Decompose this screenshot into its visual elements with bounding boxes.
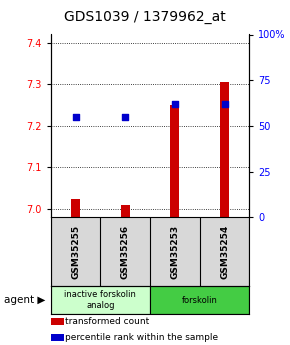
Bar xyxy=(71,199,80,217)
Bar xyxy=(150,286,249,314)
Text: GSM35254: GSM35254 xyxy=(220,225,229,279)
Text: GDS1039 / 1379962_at: GDS1039 / 1379962_at xyxy=(64,10,226,24)
Text: GSM35253: GSM35253 xyxy=(171,225,180,279)
Bar xyxy=(51,318,64,325)
Text: agent ▶: agent ▶ xyxy=(3,295,45,305)
Bar xyxy=(121,205,130,217)
Text: percentile rank within the sample: percentile rank within the sample xyxy=(65,333,218,342)
Text: inactive forskolin
analog: inactive forskolin analog xyxy=(64,290,136,310)
Point xyxy=(222,101,227,107)
Bar xyxy=(220,82,229,217)
Text: forskolin: forskolin xyxy=(182,296,218,305)
Bar xyxy=(171,105,180,217)
Point xyxy=(123,114,128,120)
Point xyxy=(73,114,78,120)
Bar xyxy=(51,286,150,314)
Text: GSM35255: GSM35255 xyxy=(71,225,80,279)
Text: GSM35256: GSM35256 xyxy=(121,225,130,279)
Text: transformed count: transformed count xyxy=(65,317,149,326)
Point xyxy=(173,101,177,107)
Bar xyxy=(51,334,64,341)
